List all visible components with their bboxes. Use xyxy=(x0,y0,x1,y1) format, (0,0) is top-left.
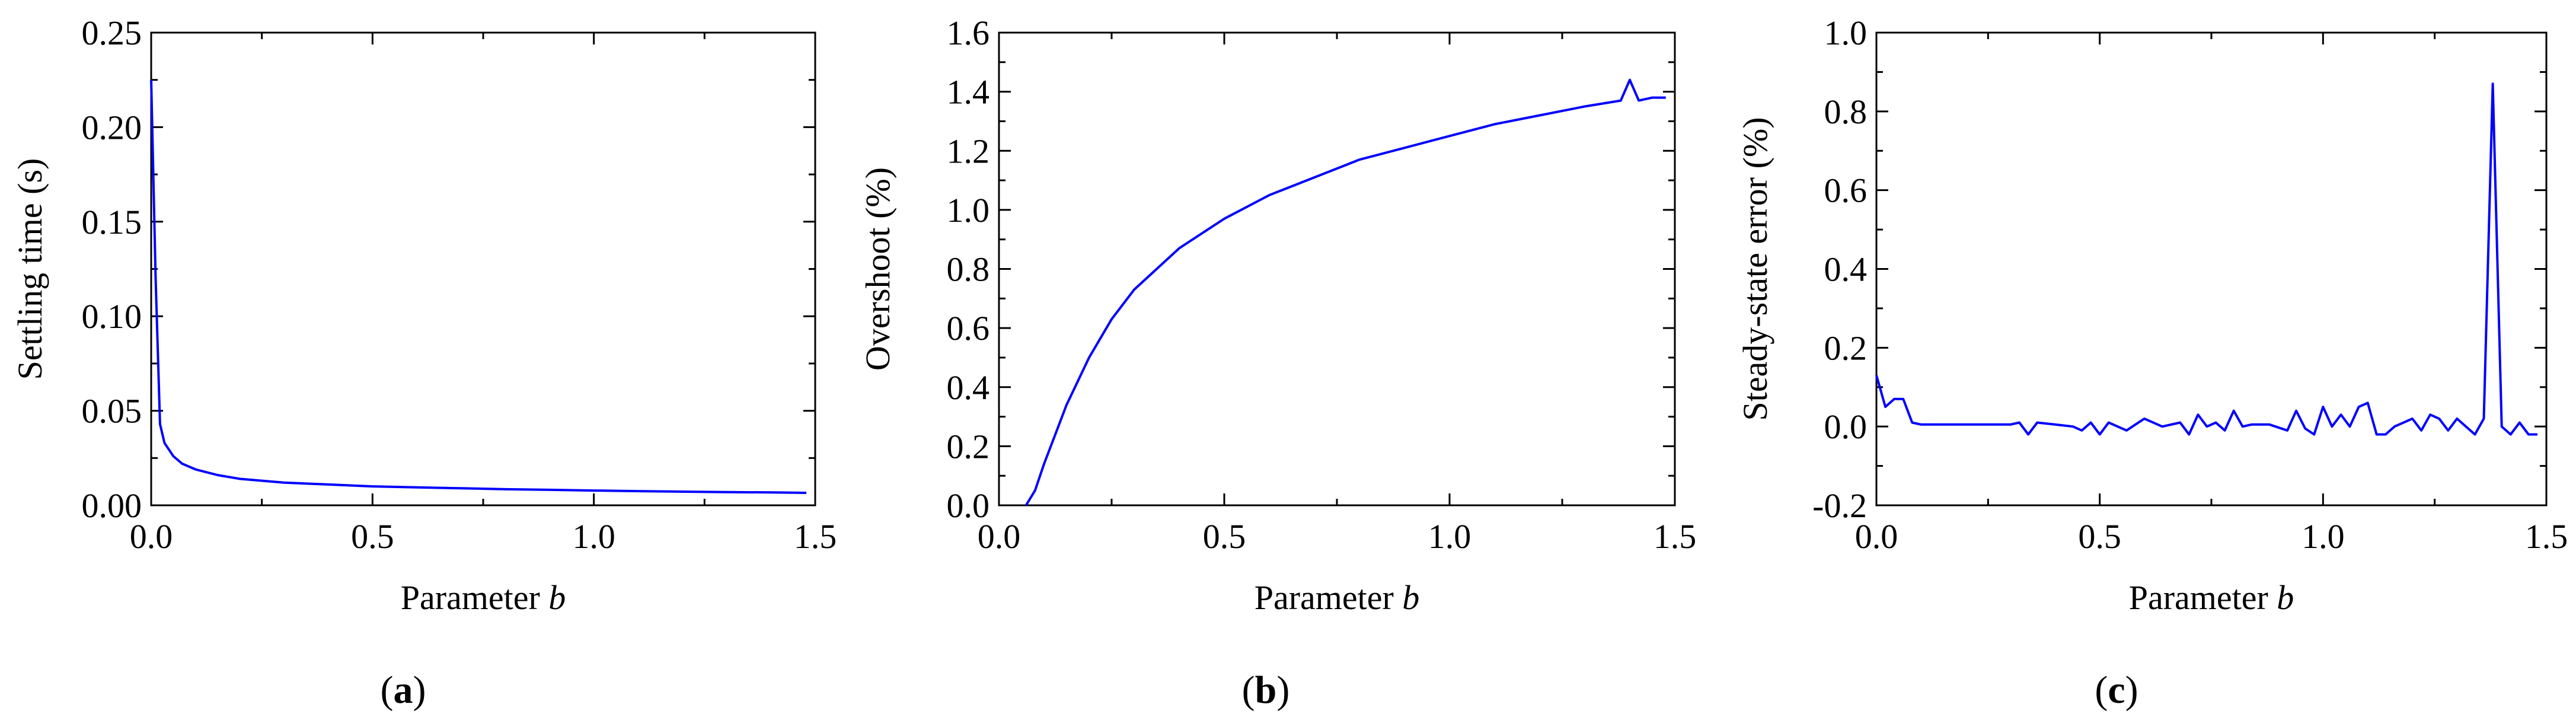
panel-label: (c) xyxy=(2095,668,2138,712)
x-tick-label: 1.0 xyxy=(1428,517,1471,556)
x-axis-label-variable: b xyxy=(2277,578,2294,617)
x-axis-label: Parameter b xyxy=(2129,578,2294,617)
x-tick-label: 1.5 xyxy=(1654,517,1697,556)
panel-label-letter: b xyxy=(1255,668,1277,712)
panel-overshoot: 0.0 0.5 1.0 1.5 0.0 0.2 0.4 0.6 0.8 1.0 1.2 1.4 1.6 P… xyxy=(858,14,1696,712)
y-axis-label: Overshoot (%) xyxy=(858,167,897,371)
series-line xyxy=(1875,82,2537,436)
panel-label-open-paren: ( xyxy=(2095,668,2108,712)
x-tick-label: 0.0 xyxy=(978,517,1021,556)
y-axis-label: Settling time (s) xyxy=(11,158,49,380)
x-axis-label-variable: b xyxy=(1402,578,1419,617)
y-tick-label: 1.0 xyxy=(947,191,990,230)
panel-label-close-paren: ) xyxy=(413,668,426,712)
y-tick-label: -0.2 xyxy=(1812,486,1867,525)
y-axis-label: Steady-state error (%) xyxy=(1736,117,1774,420)
panel-settling-time: 0.0 0.5 1.0 1.5 0.00 0.05 0.10 0.15 0.20 0.25 Para… xyxy=(11,14,837,712)
y-tick-label: 0.15 xyxy=(82,203,142,241)
y-tick-label: 1.2 xyxy=(947,132,990,170)
x-axis-label: Parameter b xyxy=(401,578,566,617)
y-tick-label: 1.0 xyxy=(1824,14,1868,52)
y-tick-label: 0.25 xyxy=(82,14,142,52)
y-tick-label: 0.2 xyxy=(1824,329,1868,367)
y-tick-label: 0.8 xyxy=(1824,93,1868,131)
panel-label-close-paren: ) xyxy=(2125,668,2138,712)
y-tick-label: 0.05 xyxy=(82,392,142,431)
panel-label: (a) xyxy=(381,668,426,712)
y-tick-label: 0.0 xyxy=(947,486,990,525)
panel-label-open-paren: ( xyxy=(381,668,394,712)
y-tick-label: 0.00 xyxy=(82,486,142,525)
x-tick-label: 1.0 xyxy=(572,517,615,556)
x-axis-label: Parameter b xyxy=(1255,578,1420,617)
y-tick-label: 0.4 xyxy=(947,368,990,407)
y-tick-label: 0.4 xyxy=(1824,250,1868,289)
panel-label-close-paren: ) xyxy=(1276,668,1289,712)
plot-frame xyxy=(998,31,1676,506)
panel-label-letter: a xyxy=(394,668,413,712)
x-tick-label: 1.5 xyxy=(2525,517,2568,556)
panel-label: (b) xyxy=(1242,668,1290,712)
panel-steady-state-error: 0.0 0.5 1.0 1.5-0.20.00.20.40.60.81.0Parame… xyxy=(1736,14,2568,712)
plot-frame xyxy=(1875,31,2548,506)
y-tick-label: 0.2 xyxy=(947,427,990,466)
x-tick-label: 0.5 xyxy=(1203,517,1246,556)
x-tick-label: 0.5 xyxy=(2078,517,2121,556)
y-tick-label: 0.10 xyxy=(82,297,142,336)
plot-frame xyxy=(150,31,816,506)
y-tick-label: 0.20 xyxy=(82,108,142,146)
y-tick-label: 0.6 xyxy=(1824,171,1868,210)
panel-label-open-paren: ( xyxy=(1242,668,1255,712)
y-tick-label: 0.8 xyxy=(947,250,990,289)
x-axis-label-text: Parameter xyxy=(2129,578,2277,617)
panel-label-letter: c xyxy=(2108,668,2125,712)
x-tick-label: 0.5 xyxy=(351,517,394,556)
x-tick-label: 0.0 xyxy=(1855,517,1898,556)
x-axis-label-text: Parameter xyxy=(1255,578,1403,617)
y-tick-label: 0.6 xyxy=(947,309,990,348)
y-tick-label: 1.6 xyxy=(947,14,990,52)
x-tick-label: 1.0 xyxy=(2302,517,2345,556)
y-tick-label: 0.0 xyxy=(1824,407,1868,446)
series-line xyxy=(150,79,807,494)
x-tick-label: 0.0 xyxy=(130,517,173,556)
y-tick-label: 1.4 xyxy=(947,73,990,111)
x-tick-label: 1.5 xyxy=(794,517,837,556)
x-axis-label-variable: b xyxy=(548,578,566,617)
series-line xyxy=(1024,78,1666,506)
x-axis-label-text: Parameter xyxy=(401,578,549,617)
